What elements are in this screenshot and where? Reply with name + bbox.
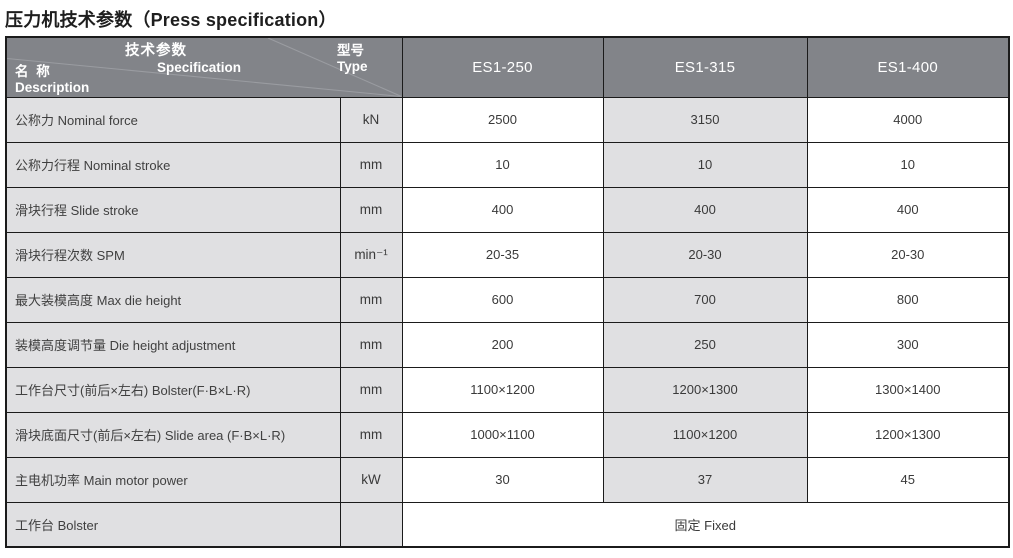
row-unit: mm xyxy=(339,411,403,458)
row-label: 公称力 Nominal force xyxy=(5,96,341,143)
row-value: 1300×1400 xyxy=(806,366,1010,413)
row-value: 10 xyxy=(602,141,808,188)
row-value: 10 xyxy=(806,141,1010,188)
row-unit: mm xyxy=(339,276,403,323)
row-label: 公称力行程 Nominal stroke xyxy=(5,141,341,188)
row-value: 700 xyxy=(602,276,808,323)
row-value: 20-35 xyxy=(401,231,604,278)
page-title: 压力机技术参数（Press specification） xyxy=(5,10,337,30)
row-value: 200 xyxy=(401,321,604,368)
model-header-es1-400: ES1-400 xyxy=(806,36,1010,98)
header-name-en: Description xyxy=(15,80,90,95)
row-value: 400 xyxy=(401,186,604,233)
table-row-die-height-adjustment: 装模高度调节量 Die height adjustment mm 200 250… xyxy=(5,321,1010,368)
diagonal-header-cell: 技术参数 Specification 名 称 Description 型号 Ty… xyxy=(5,36,403,98)
table-row-spm: 滑块行程次数 SPM min⁻¹ 20-35 20-30 20-30 xyxy=(5,231,1010,278)
row-value: 3150 xyxy=(602,96,808,143)
row-value: 250 xyxy=(602,321,808,368)
header-param-zh: 技术参数 xyxy=(125,43,187,59)
row-label: 滑块底面尺寸(前后×左右) Slide area (F·B×L·R) xyxy=(5,411,341,458)
spec-table: 技术参数 Specification 名 称 Description 型号 Ty… xyxy=(5,36,1010,548)
row-merged-value: 固定 Fixed xyxy=(401,501,1010,548)
row-value: 20-30 xyxy=(806,231,1010,278)
table-row-max-die-height: 最大装模高度 Max die height mm 600 700 800 xyxy=(5,276,1010,323)
header-row: 技术参数 Specification 名 称 Description 型号 Ty… xyxy=(5,36,1010,98)
row-value: 800 xyxy=(806,276,1010,323)
row-label: 装模高度调节量 Die height adjustment xyxy=(5,321,341,368)
row-label: 工作台 Bolster xyxy=(5,501,341,548)
row-unit: mm xyxy=(339,366,403,413)
row-unit: kW xyxy=(339,456,403,503)
row-value: 10 xyxy=(401,141,604,188)
diagonal-header-content: 技术参数 Specification 名 称 Description 型号 Ty… xyxy=(7,38,401,96)
table-row-nominal-stroke: 公称力行程 Nominal stroke mm 10 10 10 xyxy=(5,141,1010,188)
table-row-bolster-type: 工作台 Bolster 固定 Fixed xyxy=(5,501,1010,548)
table-row-nominal-force: 公称力 Nominal force kN 2500 3150 4000 xyxy=(5,96,1010,143)
row-label: 主电机功率 Main motor power xyxy=(5,456,341,503)
row-value: 1000×1100 xyxy=(401,411,604,458)
row-value: 300 xyxy=(806,321,1010,368)
model-header-es1-250: ES1-250 xyxy=(401,36,604,98)
header-type-en: Type xyxy=(337,59,368,74)
row-value: 600 xyxy=(401,276,604,323)
row-label: 最大装模高度 Max die height xyxy=(5,276,341,323)
table-row-bolster-size: 工作台尺寸(前后×左右) Bolster(F·B×L·R) mm 1100×12… xyxy=(5,366,1010,413)
row-label: 滑块行程次数 SPM xyxy=(5,231,341,278)
row-unit: mm xyxy=(339,321,403,368)
model-header-es1-315: ES1-315 xyxy=(602,36,808,98)
diagonal-divider-lines xyxy=(7,38,401,96)
row-value: 2500 xyxy=(401,96,604,143)
table-row-slide-stroke: 滑块行程 Slide stroke mm 400 400 400 xyxy=(5,186,1010,233)
row-unit: min⁻¹ xyxy=(339,231,403,278)
row-label: 滑块行程 Slide stroke xyxy=(5,186,341,233)
row-value: 400 xyxy=(806,186,1010,233)
row-value: 1100×1200 xyxy=(602,411,808,458)
header-type-zh: 型号 xyxy=(337,43,364,58)
row-unit: mm xyxy=(339,141,403,188)
row-value: 30 xyxy=(401,456,604,503)
header-param-en: Specification xyxy=(157,60,242,75)
row-value: 1100×1200 xyxy=(401,366,604,413)
row-label: 工作台尺寸(前后×左右) Bolster(F·B×L·R) xyxy=(5,366,341,413)
header-name-zh: 名 称 xyxy=(15,64,52,79)
row-value: 4000 xyxy=(806,96,1010,143)
table-row-main-motor-power: 主电机功率 Main motor power kW 30 37 45 xyxy=(5,456,1010,503)
row-unit: mm xyxy=(339,186,403,233)
row-unit: kN xyxy=(339,96,403,143)
row-value: 400 xyxy=(602,186,808,233)
row-value: 1200×1300 xyxy=(602,366,808,413)
row-value: 1200×1300 xyxy=(806,411,1010,458)
row-value: 20-30 xyxy=(602,231,808,278)
row-value: 37 xyxy=(602,456,808,503)
row-value: 45 xyxy=(806,456,1010,503)
table-row-slide-area: 滑块底面尺寸(前后×左右) Slide area (F·B×L·R) mm 10… xyxy=(5,411,1010,458)
row-unit xyxy=(339,501,403,548)
